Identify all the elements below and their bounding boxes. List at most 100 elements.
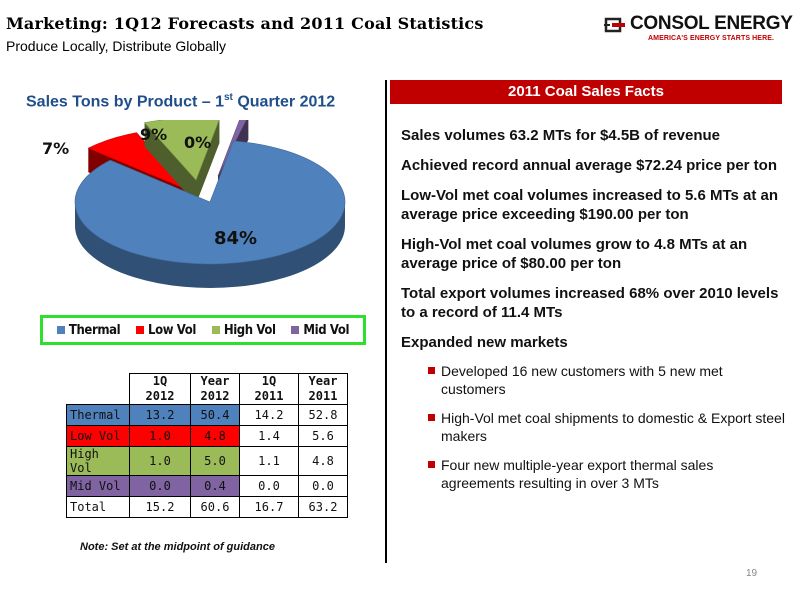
fact-item: Low-Vol met coal volumes increased to 5.…: [401, 187, 779, 223]
table-cell: 50.4: [190, 404, 240, 426]
table-cell: 1.1: [239, 446, 299, 476]
row-label-low-vol: Low Vol: [66, 425, 130, 447]
table-header-1q-2011: 1Q 2011: [239, 373, 299, 405]
chart-title-superscript: st: [223, 92, 233, 103]
sub-fact-item: Four new multiple-year export thermal sa…: [401, 456, 786, 492]
header-line: 2011: [308, 389, 338, 403]
legend-swatch: [291, 326, 300, 334]
fact-item: Sales volumes 63.2 MTs for $4.5B of reve…: [401, 127, 721, 144]
row-label-thermal: Thermal: [66, 404, 130, 426]
facts-header: 2011 Coal Sales Facts: [390, 80, 782, 104]
table-row: Total 15.2 60.6 16.7 63.2: [66, 496, 348, 518]
table-header-row: 1Q 2012 Year 2012 1Q 2011 Year 2011: [67, 373, 348, 405]
table-cell: 0.4: [190, 475, 240, 497]
header-line: 1Q: [152, 374, 168, 388]
table-cell: 13.2: [129, 404, 191, 426]
pie-slice-thermal: [74, 140, 346, 265]
table-cell: 14.2: [239, 404, 299, 426]
legend-item-low-vol: Low Vol: [136, 323, 196, 338]
row-label-total: Total: [66, 496, 130, 518]
logo-tagline: AMERICA'S ENERGY STARTS HERE.: [648, 35, 775, 42]
red-square-bullet-icon: [428, 367, 435, 374]
legend-label: Mid Vol: [303, 322, 350, 338]
header-line: 1Q: [261, 374, 277, 388]
legend-swatch: [136, 326, 145, 334]
pie-label-thermal: 84%: [214, 228, 257, 249]
pie-label-low-vol: 7%: [42, 139, 69, 158]
facts-list: Sales volumes 63.2 MTs for $4.5B of reve…: [401, 126, 786, 503]
red-square-bullet-icon: [428, 414, 435, 421]
row-label-high-vol: High Vol: [66, 446, 130, 476]
table-cell: 52.8: [298, 404, 348, 426]
table-header-year-2012: Year 2012: [190, 373, 240, 405]
consol-energy-logo: CONSOL ENERGY AMERICA'S ENERGY STARTS HE…: [604, 13, 794, 46]
table-cell: 4.8: [190, 425, 240, 447]
logo-name-energy: ENERGY: [714, 13, 793, 34]
pie-slice-high-vol: [143, 120, 220, 181]
chart-title: Sales Tons by Product – 1st Quarter 2012: [26, 92, 335, 111]
fact-item: Achieved record annual average $72.24 pr…: [401, 157, 777, 174]
header-line: Year: [308, 374, 338, 388]
table-cell: 0.0: [298, 475, 348, 497]
table-cell: 0.0: [129, 475, 191, 497]
fact-item: Total export volumes increased 68% over …: [401, 285, 779, 321]
table-header-empty: [67, 374, 130, 405]
coal-stats-table: 1Q 2012 Year 2012 1Q 2011 Year 2011 Thermal …: [66, 373, 348, 518]
header-line: 2012: [145, 389, 175, 403]
table-row: Mid Vol 0.0 0.4 0.0 0.0: [66, 475, 348, 497]
sub-fact-text: Developed 16 new customers with 5 new me…: [441, 363, 723, 397]
table-header-year-2011: Year 2011: [298, 373, 348, 405]
table-cell: 5.0: [190, 446, 240, 476]
legend-item-mid-vol: Mid Vol: [291, 323, 349, 338]
pie-cut-high-vol: [144, 122, 196, 204]
table-cell: 1.0: [129, 446, 191, 476]
table-row: High Vol 1.0 5.0 1.1 4.8: [66, 446, 348, 476]
table-cell: 15.2: [129, 496, 191, 518]
table-cell: 0.0: [239, 475, 299, 497]
table-header-1q-2012: 1Q 2012: [129, 373, 191, 405]
header-line: Year: [200, 374, 230, 388]
slide-subtitle: Produce Locally, Distribute Globally: [6, 38, 226, 54]
table-cell: 60.6: [190, 496, 240, 518]
fact-item: High-Vol met coal volumes grow to 4.8 MT…: [401, 236, 748, 272]
sub-fact-text: Four new multiple-year export thermal sa…: [441, 457, 714, 491]
table-cell: 63.2: [298, 496, 348, 518]
legend-item-high-vol: High Vol: [211, 322, 276, 338]
table-cell: 1.0: [129, 425, 191, 447]
pie-wall-thermal: [75, 202, 345, 288]
table-cell: 4.8: [298, 446, 348, 476]
page-number: 19: [746, 568, 758, 579]
logo-name: CONSOL ENERGY: [630, 13, 793, 35]
vertical-divider: [385, 80, 387, 563]
pie-chart: 84% 7% 9% 0%: [42, 120, 346, 288]
table-cell: 1.4: [239, 425, 299, 447]
logo-name-consol: CONSOL: [630, 13, 710, 34]
chart-title-end: Quarter 2012: [232, 93, 336, 111]
table-row: Low Vol 1.0 4.8 1.4 5.6: [66, 425, 348, 447]
pie-label-high-vol: 9%: [140, 125, 167, 144]
header-line: 2012: [200, 389, 230, 403]
chart-legend: Thermal Low Vol High Vol Mid Vol: [40, 315, 366, 345]
legend-label: Thermal: [68, 322, 121, 338]
slide-title: Marketing: 1Q12 Forecasts and 2011 Coal …: [6, 14, 484, 33]
legend-label: High Vol: [223, 322, 276, 338]
legend-swatch: [211, 326, 220, 334]
legend-swatch: [56, 326, 65, 334]
pie-slice-low-vol: [87, 132, 189, 191]
table-note: Note: Set at the midpoint of guidance: [80, 541, 275, 553]
sub-fact-item: Developed 16 new customers with 5 new me…: [401, 362, 786, 398]
header-line: 2011: [254, 389, 284, 403]
consol-logo-mark-icon: [604, 17, 625, 33]
table-row: Thermal 13.2 50.4 14.2 52.8: [66, 404, 348, 426]
sub-fact-item: High-Vol met coal shipments to domestic …: [401, 409, 786, 445]
sub-fact-text: High-Vol met coal shipments to domestic …: [441, 410, 785, 444]
table-cell: 5.6: [298, 425, 348, 447]
pie-cut-high-vol: [196, 120, 220, 204]
legend-label: Low Vol: [148, 322, 196, 338]
legend-item-thermal: Thermal: [56, 322, 121, 338]
pie-label-mid-vol: 0%: [184, 133, 211, 152]
chart-title-main: Sales Tons by Product – 1: [26, 93, 224, 111]
row-label-mid-vol: Mid Vol: [66, 475, 130, 497]
fact-item: Expanded new markets: [401, 334, 568, 351]
red-square-bullet-icon: [428, 461, 435, 468]
